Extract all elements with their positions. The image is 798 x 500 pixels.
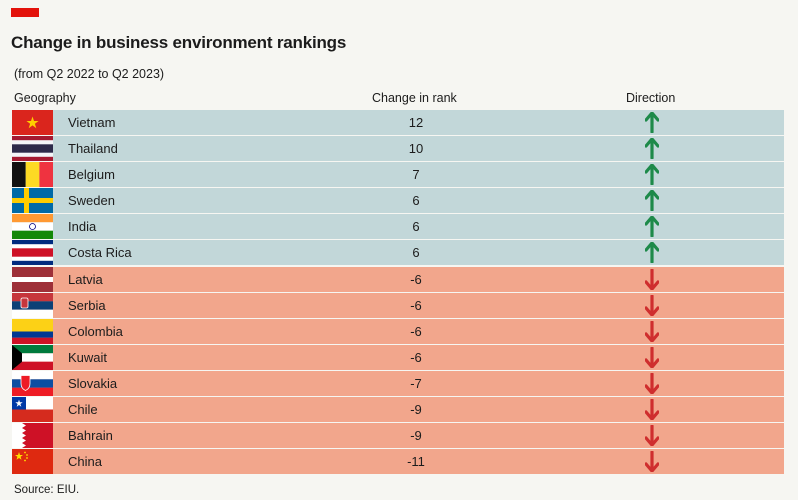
arrow-up-icon <box>645 216 659 238</box>
column-header-direction: Direction <box>626 91 676 105</box>
table-row: Bahrain -9 <box>12 423 784 449</box>
table-row: Vietnam 12 <box>12 110 784 135</box>
source-note: Source: EIU. <box>14 484 80 496</box>
arrow-down-icon <box>645 399 659 421</box>
india-flag-icon <box>12 214 53 240</box>
belgium-flag-icon <box>12 162 53 188</box>
arrow-down-icon <box>645 372 659 394</box>
arrow-up-icon <box>645 112 659 133</box>
table-row: Chile -9 <box>12 397 784 423</box>
table-row: Sweden 6 <box>12 188 784 214</box>
serbia-flag-icon <box>12 292 53 318</box>
rank-change-value: 6 <box>412 193 420 209</box>
chile-flag-icon <box>12 397 53 423</box>
brand-tag <box>11 8 39 17</box>
table-row: Latvia -6 <box>12 266 784 292</box>
thailand-flag-icon <box>12 136 53 162</box>
arrow-down-icon <box>645 451 659 473</box>
country-name: Thailand <box>68 141 118 157</box>
country-name: China <box>68 454 102 470</box>
arrow-up-icon <box>645 164 659 186</box>
rank-change-value: 6 <box>412 219 420 235</box>
table-row: Belgium 7 <box>12 162 784 188</box>
rank-change-value: -6 <box>410 271 422 287</box>
rank-change-value: 6 <box>412 245 420 261</box>
china-flag-icon <box>12 449 53 475</box>
chart-subtitle: (from Q2 2022 to Q2 2023) <box>14 67 165 81</box>
country-name: Bahrain <box>68 428 113 444</box>
table-row: Costa Rica 6 <box>12 240 784 266</box>
rank-change-value: 10 <box>408 141 424 157</box>
arrow-down-icon <box>645 268 659 290</box>
country-name: Kuwait <box>68 349 108 365</box>
country-name: Serbia <box>68 297 106 313</box>
rank-change-value: -6 <box>410 349 422 365</box>
country-name: India <box>68 219 97 235</box>
rank-change-value: 7 <box>412 167 420 183</box>
arrow-down-icon <box>645 425 659 447</box>
vietnam-flag-icon <box>12 110 53 135</box>
column-header-geography: Geography <box>14 91 76 105</box>
country-name: Colombia <box>68 323 123 339</box>
arrow-up-icon <box>645 190 659 212</box>
rank-change-value: -9 <box>410 402 422 418</box>
country-name: Latvia <box>68 271 103 287</box>
rank-change-value: -11 <box>407 454 425 470</box>
arrow-down-icon <box>645 320 659 342</box>
arrow-down-icon <box>645 294 659 316</box>
table-row: Colombia -6 <box>12 318 784 344</box>
country-name: Costa Rica <box>68 245 132 261</box>
table-row: China -11 <box>12 449 784 475</box>
bahrain-flag-icon <box>12 423 53 449</box>
sweden-flag-icon <box>12 188 53 214</box>
country-name: Slovakia <box>68 375 118 391</box>
costa-rica-flag-icon <box>12 240 53 266</box>
rank-change-value: 12 <box>408 115 424 130</box>
rank-change-value: -7 <box>410 375 422 391</box>
table-row: Thailand 10 <box>12 136 784 162</box>
table-row: India 6 <box>12 214 784 240</box>
table-row: Serbia -6 <box>12 292 784 318</box>
slovakia-flag-icon <box>12 370 53 396</box>
country-name: Chile <box>68 402 98 418</box>
kuwait-flag-icon <box>12 344 53 370</box>
table-row: Kuwait -6 <box>12 344 784 370</box>
latvia-flag-icon <box>12 266 53 292</box>
arrow-up-icon <box>645 138 659 160</box>
arrow-down-icon <box>645 346 659 368</box>
rank-change-value: -9 <box>410 428 422 444</box>
country-name: Sweden <box>68 193 115 209</box>
rank-change-value: -6 <box>410 323 422 339</box>
country-name: Belgium <box>68 167 115 183</box>
ranking-table: Vietnam 12 Thailand 10 Belgium 7 Sweden 6 India 6… <box>12 110 784 475</box>
colombia-flag-icon <box>12 318 53 344</box>
arrow-up-icon <box>645 242 659 264</box>
country-name: Vietnam <box>68 115 116 130</box>
rank-change-value: -6 <box>410 297 422 313</box>
chart-title: Change in business environment rankings <box>11 33 347 52</box>
table-row: Slovakia -7 <box>12 370 784 396</box>
column-header-change: Change in rank <box>372 91 457 105</box>
